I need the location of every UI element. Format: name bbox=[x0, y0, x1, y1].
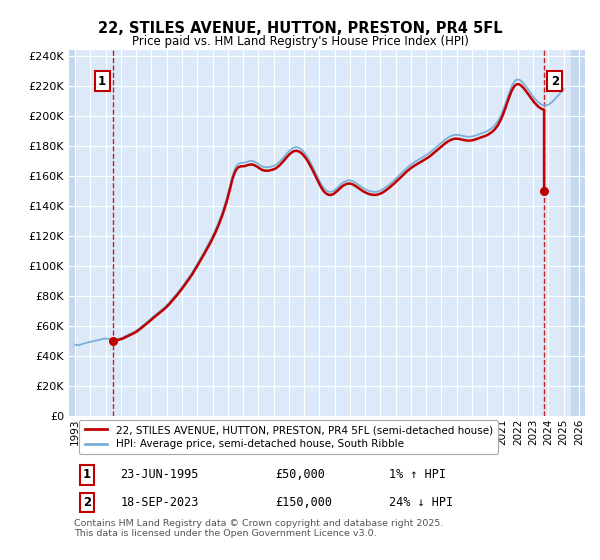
Text: 1% ↑ HPI: 1% ↑ HPI bbox=[389, 468, 446, 481]
Text: 24% ↓ HPI: 24% ↓ HPI bbox=[389, 496, 453, 509]
Text: Price paid vs. HM Land Registry's House Price Index (HPI): Price paid vs. HM Land Registry's House … bbox=[131, 35, 469, 48]
Text: £150,000: £150,000 bbox=[275, 496, 332, 509]
Text: 1: 1 bbox=[83, 468, 91, 481]
Text: £50,000: £50,000 bbox=[275, 468, 325, 481]
Bar bbox=[571, 50, 585, 416]
Bar bbox=[69, 50, 75, 416]
Text: 22, STILES AVENUE, HUTTON, PRESTON, PR4 5FL: 22, STILES AVENUE, HUTTON, PRESTON, PR4 … bbox=[98, 21, 502, 36]
Text: 1: 1 bbox=[98, 75, 106, 88]
Text: 2: 2 bbox=[551, 75, 559, 88]
Text: 2: 2 bbox=[83, 496, 91, 509]
Text: 18-SEP-2023: 18-SEP-2023 bbox=[121, 496, 199, 509]
Text: Contains HM Land Registry data © Crown copyright and database right 2025.
This d: Contains HM Land Registry data © Crown c… bbox=[74, 519, 443, 538]
Legend: 22, STILES AVENUE, HUTTON, PRESTON, PR4 5FL (semi-detached house), HPI: Average : 22, STILES AVENUE, HUTTON, PRESTON, PR4 … bbox=[79, 420, 498, 454]
Text: 23-JUN-1995: 23-JUN-1995 bbox=[121, 468, 199, 481]
